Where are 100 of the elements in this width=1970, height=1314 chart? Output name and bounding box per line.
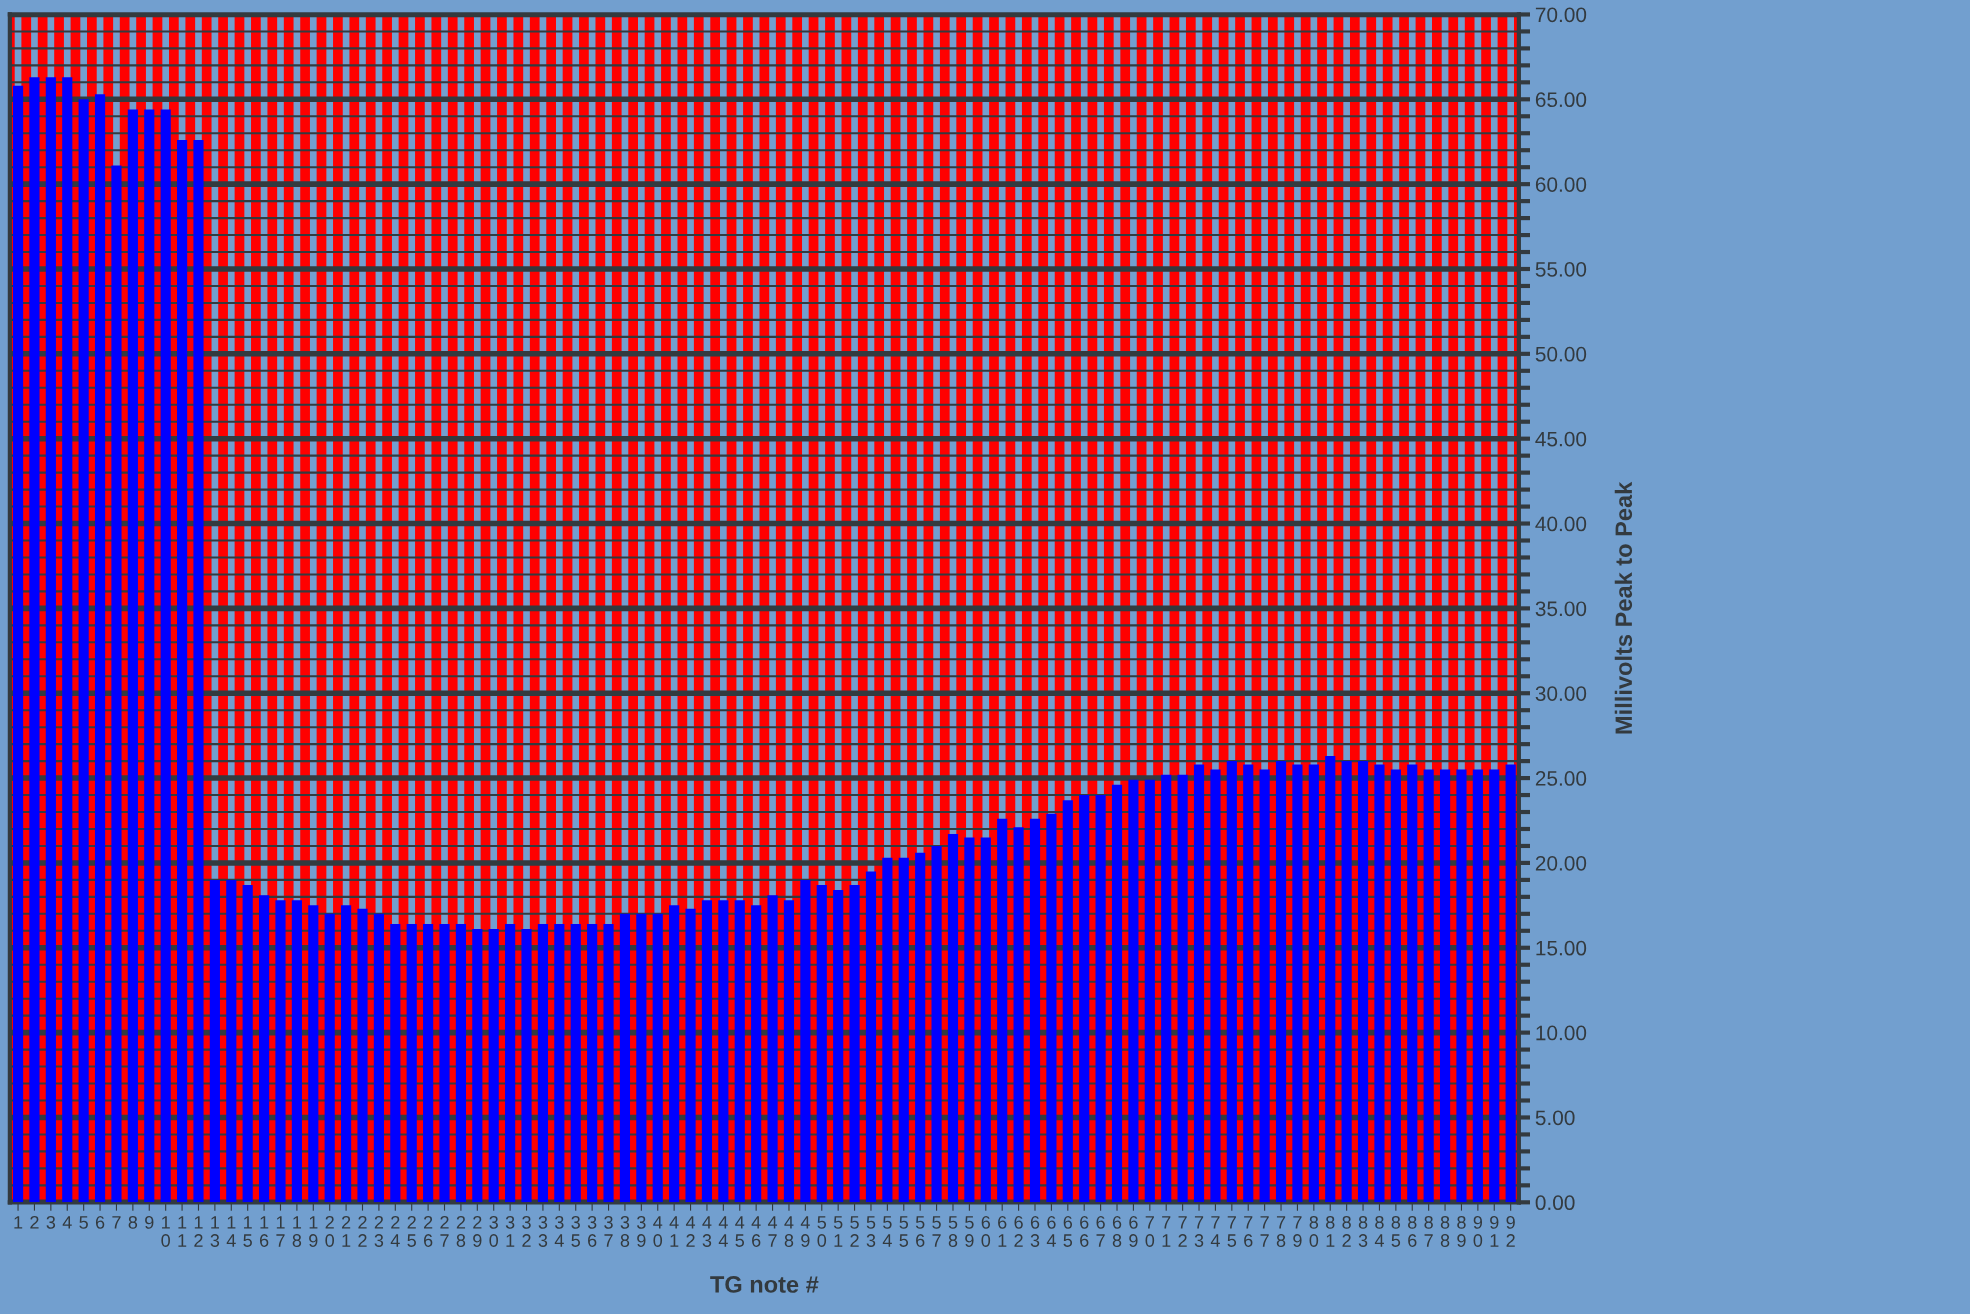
x-tick-label: 7 8 [1276, 1216, 1286, 1247]
x-tick-label: 87 [1424, 1215, 1433, 1247]
x-tick-label: 73 [1194, 1216, 1204, 1247]
y-tick-label: 65.00 [1535, 92, 1587, 108]
y-tick-label: 55.00 [1535, 262, 1587, 277]
x-tick-label: 24 [390, 1215, 400, 1247]
y-tick-label: 70.00 [1535, 7, 1587, 23]
x-tick-label: 52 [850, 1216, 859, 1247]
x-tick-label: 76 [1244, 1216, 1253, 1247]
x-tick-label: 43 [702, 1216, 712, 1247]
y-tick-label: 60.00 [1535, 177, 1587, 192]
bar [603, 924, 614, 1203]
x-tick-label: 63 [1030, 1215, 1040, 1247]
x-tick-label: 88 [1440, 1215, 1450, 1247]
x-tick-label: 25 [407, 1215, 416, 1247]
x-tick-label: 14 [226, 1216, 236, 1247]
x-tick-label: 62 [1014, 1215, 1023, 1247]
x-tick-label: 86 [1408, 1215, 1417, 1247]
x-tick-label: 33 [538, 1215, 548, 1247]
bar [718, 900, 729, 1203]
x-tick-label: 20 [325, 1215, 335, 1247]
bar [833, 890, 844, 1203]
x-tick-label: 40 [653, 1216, 663, 1247]
x-tick-label: 3 [46, 1215, 56, 1229]
x-tick-label: 75 [1227, 1216, 1237, 1247]
x-tick-label: 45 [735, 1216, 745, 1247]
x-tick-label: 53 [866, 1216, 876, 1247]
x-tick-label: 27 [440, 1215, 449, 1247]
bar [980, 837, 991, 1203]
x-tick-label: 92 [1506, 1215, 1515, 1247]
bar [209, 879, 220, 1203]
x-tick-label: 42 [685, 1216, 696, 1247]
x-tick-label: 32 [522, 1215, 531, 1247]
x-tick-label: 5 6 [915, 1216, 925, 1247]
x-tick-label: 16 [259, 1216, 269, 1247]
bar [275, 900, 286, 1203]
bar [619, 913, 631, 1203]
x-tick-label: 13 [210, 1216, 220, 1247]
bar [406, 924, 417, 1203]
x-tick-label: 41 [669, 1216, 679, 1247]
x-tick-label: 83 [1358, 1215, 1368, 1247]
x-tick-label: 35 [571, 1215, 580, 1247]
bar [931, 845, 942, 1203]
bar [882, 857, 893, 1203]
bar [570, 924, 581, 1203]
y-tick-label: 30.00 [1535, 686, 1587, 701]
x-tick-label: 4 [62, 1216, 72, 1229]
bar [701, 900, 713, 1203]
x-tick-label: 11 [178, 1216, 187, 1247]
bar [865, 871, 877, 1203]
x-tick-label: 9 [145, 1215, 154, 1229]
x-tick-label: 67 [1096, 1215, 1105, 1247]
bar [423, 924, 434, 1203]
bar [242, 884, 253, 1203]
bar [783, 900, 795, 1203]
bar [751, 905, 762, 1203]
x-tick-label: 60 [981, 1215, 991, 1247]
bar [390, 924, 401, 1203]
bar [488, 929, 499, 1203]
bar [800, 879, 811, 1203]
bar [816, 884, 827, 1203]
x-axis-title: TG note # [710, 1276, 819, 1293]
bar [652, 913, 663, 1203]
y-tick-label: 10.00 [1536, 1025, 1587, 1041]
y-tick-label: 40.00 [1535, 516, 1587, 532]
bar [341, 905, 352, 1203]
bar [521, 929, 532, 1203]
bar [472, 929, 483, 1203]
x-tick-label: 71 [1162, 1216, 1171, 1247]
x-tick-label: 29 [473, 1215, 482, 1247]
x-tick-label: 72 [1178, 1216, 1187, 1247]
x-tick-label: 55 [899, 1216, 909, 1247]
bar [554, 924, 565, 1203]
x-tick-label: 74 [1210, 1216, 1220, 1247]
y-tick-label: 45.00 [1535, 431, 1587, 447]
x-tick-label: 2 [30, 1215, 39, 1229]
x-tick-label: 54 [882, 1216, 892, 1247]
x-tick-label: 23 [374, 1215, 384, 1247]
bar [226, 879, 237, 1203]
x-tick-label: 46 [751, 1216, 761, 1247]
x-tick-label: 39 [637, 1215, 646, 1247]
bar [915, 852, 926, 1203]
x-tick-label: 80 [1309, 1215, 1319, 1247]
x-tick-label: 57 [932, 1216, 941, 1247]
y-tick-label: 0.00 [1535, 1195, 1575, 1211]
x-tick-label: 49 [800, 1216, 810, 1247]
bar [849, 884, 860, 1203]
bar [1029, 818, 1041, 1203]
x-tick-label: 51 [833, 1216, 843, 1247]
bar [1046, 813, 1057, 1203]
bar [439, 924, 450, 1203]
bar [669, 905, 680, 1203]
x-tick-label: 70 [1145, 1216, 1155, 1247]
x-tick-label: 28 [456, 1215, 466, 1247]
y-axis-title: Millivolts Peak to Peak [1614, 481, 1633, 734]
bar [373, 913, 384, 1203]
x-tick-label: 38 [620, 1215, 630, 1247]
x-tick-label: 19 [309, 1216, 318, 1247]
x-tick-label: 77 [1260, 1216, 1269, 1247]
bar [324, 913, 335, 1203]
